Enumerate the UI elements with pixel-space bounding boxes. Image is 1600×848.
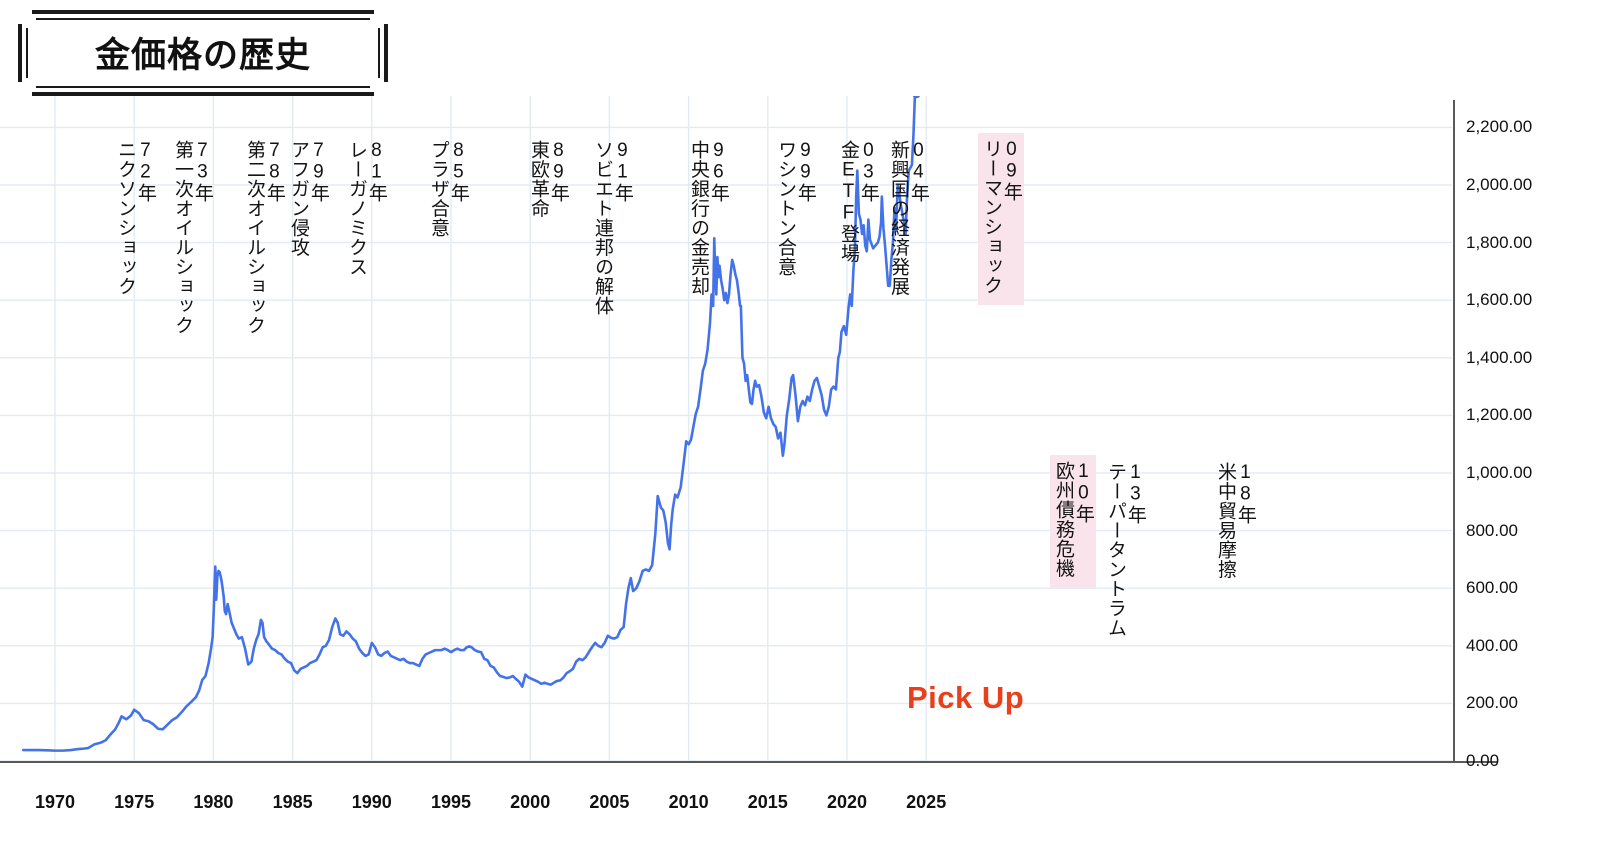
x-axis-tick-label: 1975 [114, 792, 155, 812]
y-axis-line [1453, 100, 1455, 763]
event-description: リーマンショック [980, 139, 1002, 295]
price-line-path [22, 96, 917, 752]
event-annotation: 85年 プラザ合意 [427, 140, 469, 238]
event-annotation: 91年 ソビエト連邦の解体 [591, 140, 633, 316]
event-annotation: 72年 ニクソンショック [114, 140, 156, 296]
event-year: 03年 [857, 140, 879, 203]
event-year: 13年 [1124, 462, 1146, 525]
x-axis-tick-label: 1995 [430, 792, 472, 812]
event-annotation: 81年 レーガノミクス [345, 140, 387, 277]
event-year: 91年 [611, 140, 633, 203]
x-axis-line [0, 761, 1497, 763]
event-year: 72年 [134, 140, 156, 203]
event-annotation: 10年 欧州債務危機 [1050, 455, 1096, 588]
pick-up-label: Pick Up [907, 680, 1025, 715]
event-annotation: 04年 新興国の経済発展 [887, 140, 929, 296]
y-axis-tick-label: 1,000.00 [1466, 463, 1533, 482]
event-description: 金ETF登場 [837, 140, 859, 263]
event-description: 米中貿易摩擦 [1214, 462, 1236, 579]
price-line-chart [0, 96, 1452, 761]
event-description: 第一次オイルショック [171, 140, 193, 335]
y-axis-tick-label: 200.00 [1466, 693, 1518, 713]
y-axis-tick-label: 1,800.00 [1466, 232, 1533, 252]
y-axis-tick-label: 2,200.00 [1466, 117, 1533, 137]
event-description: ニクソンショック [114, 140, 136, 296]
y-axis-tick-label: 1,200.00 [1466, 405, 1533, 425]
event-annotation: 79年 アフガン侵攻 [287, 140, 329, 257]
y-axis-tick-label: 400.00 [1466, 635, 1518, 655]
x-axis-tick-label: 2025 [906, 792, 947, 812]
title-frame-outer [18, 10, 388, 96]
event-year: 10年 [1072, 461, 1094, 524]
x-axis-tick-label: 1985 [272, 792, 313, 812]
x-axis-tick-label: 1970 [34, 792, 76, 812]
event-year: 89年 [547, 140, 569, 203]
event-annotation: 03年 金ETF登場 [837, 140, 879, 263]
event-year: 85年 [447, 140, 469, 203]
x-axis-tick-label: 2015 [747, 792, 788, 812]
event-year: 99年 [794, 140, 816, 203]
event-description: 中央銀行の金売却 [687, 140, 709, 296]
y-axis-tick-label: 1,400.00 [1466, 347, 1533, 367]
event-year: 09年 [1000, 139, 1022, 202]
event-description: 第二次オイルショック [243, 140, 265, 335]
x-axis-tick-label: 2020 [826, 792, 868, 812]
x-axis-tick-label: 1990 [351, 792, 392, 812]
y-axis-tick-label: 1,600.00 [1466, 290, 1533, 310]
chart-plot-area [0, 96, 1452, 761]
x-axis-tick-label: 2010 [668, 792, 709, 812]
event-description: 欧州債務危機 [1052, 461, 1074, 578]
event-description: ソビエト連邦の解体 [591, 140, 613, 316]
event-description: レーガノミクス [345, 140, 367, 277]
event-year: 81年 [365, 140, 387, 203]
y-axis-tick-label: 800.00 [1466, 520, 1518, 540]
event-year: 18年 [1234, 462, 1256, 525]
latest-value-marker [912, 96, 920, 99]
y-axis-tick-label: 0.00 [1466, 751, 1500, 770]
title-plaque: 金価格の歴史 [18, 10, 388, 96]
event-annotation: 78年 第二次オイルショック [243, 140, 285, 335]
event-description: 東欧革命 [527, 140, 549, 218]
x-axis-tick-label: 2005 [589, 792, 630, 812]
event-annotation: 09年 リーマンショック [978, 133, 1024, 305]
page-title: 金価格の歴史 [94, 35, 311, 75]
event-annotation: 99年 ワシントン合意 [774, 140, 816, 277]
event-annotation: 89年 東欧革命 [527, 140, 569, 218]
event-year: 04年 [907, 140, 929, 203]
event-annotation: 13年 テーパータントラム [1104, 462, 1146, 638]
event-year: 73年 [191, 140, 213, 203]
event-description: ワシントン合意 [774, 140, 796, 277]
event-description: アフガン侵攻 [287, 140, 309, 257]
x-axis-tick-label: 2000 [510, 792, 551, 812]
y-axis-tick-label: 2,000.00 [1466, 175, 1533, 194]
event-annotation: 18年 米中貿易摩擦 [1214, 462, 1256, 579]
event-description: 新興国の経済発展 [887, 140, 909, 296]
y-axis-tick-label: 600.00 [1466, 578, 1518, 598]
event-annotation: 73年 第一次オイルショック [171, 140, 213, 335]
event-description: テーパータントラム [1104, 462, 1126, 638]
x-axis-tick-label: 1980 [193, 792, 234, 812]
event-annotation: 96年 中央銀行の金売却 [687, 140, 729, 296]
event-year: 79年 [307, 140, 329, 203]
event-year: 78年 [263, 140, 285, 203]
event-description: プラザ合意 [427, 140, 449, 238]
title-frame-inner [26, 18, 380, 88]
event-year: 96年 [707, 140, 729, 203]
